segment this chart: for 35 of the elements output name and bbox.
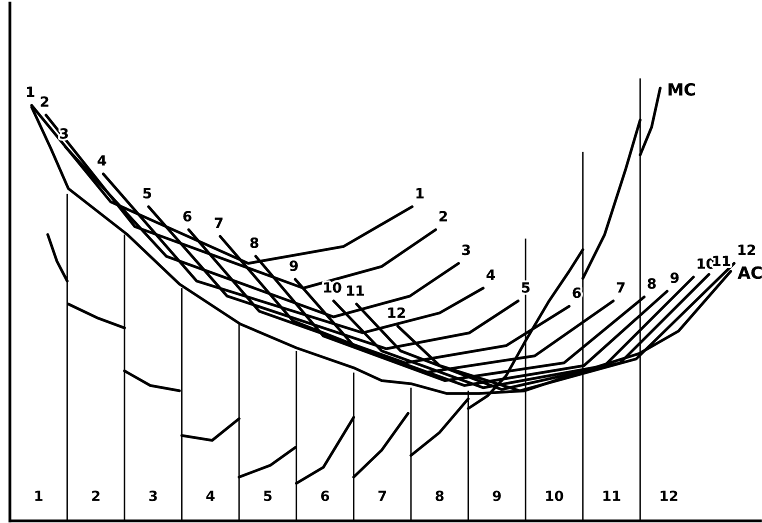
series-label: 9 [290, 260, 298, 272]
x-tick-label: 4 [206, 490, 215, 501]
text: 10 [324, 282, 342, 293]
series-label: 11 [713, 256, 730, 266]
text: 1 [416, 188, 424, 198]
text: 7 [616, 282, 625, 293]
series-label: 1 [27, 86, 34, 97]
text: 6 [572, 288, 581, 298]
text: 9 [670, 272, 679, 283]
series-label: 12 [738, 244, 756, 255]
x-tick-label: 3 [149, 490, 157, 502]
series-label: 7 [214, 218, 223, 228]
x-tick-label: 2 [92, 490, 100, 501]
x-tick-label: 5 [264, 490, 272, 502]
series-label: 2 [40, 96, 48, 107]
series-label: 6 [183, 210, 192, 222]
text: 8 [648, 278, 656, 289]
series-label: 5 [143, 188, 152, 198]
series-label: 4 [98, 155, 106, 166]
x-tick-label: 8 [436, 490, 444, 502]
text: 4 [486, 270, 495, 280]
text: 2 [439, 210, 447, 222]
x-tick-label: 10 [546, 490, 564, 502]
x-tick-label: 1 [35, 490, 42, 501]
text: 11 [347, 285, 364, 296]
annotation: AC [738, 266, 762, 279]
x-tick-label: 11 [603, 490, 620, 501]
annotation: MC [668, 83, 695, 96]
series-label: 8 [250, 238, 258, 248]
x-tick-label: 12 [660, 490, 678, 501]
x-tick-label: 7 [378, 490, 386, 501]
text: 3 [462, 244, 470, 256]
text: 12 [388, 307, 405, 318]
x-tick-label: 9 [492, 490, 501, 502]
x-tick-label: 6 [321, 490, 330, 502]
